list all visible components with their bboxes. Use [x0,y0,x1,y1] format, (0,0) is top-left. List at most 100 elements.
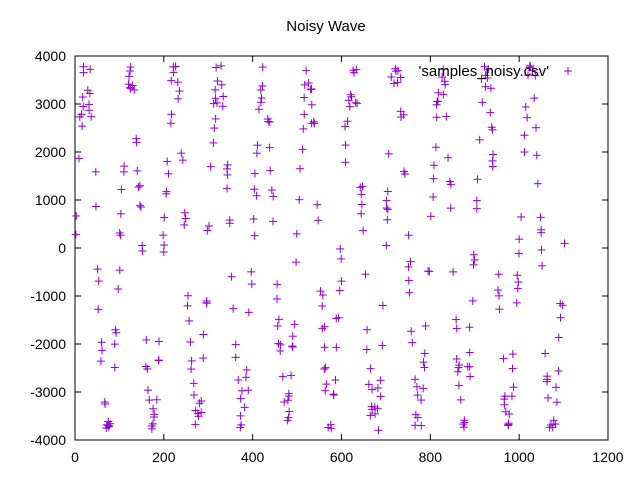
data-point [209,138,218,147]
data-point [79,102,88,111]
data-point [187,365,196,374]
data-point [296,164,305,173]
data-point [405,288,414,297]
data-point [223,184,232,193]
data-point [469,260,478,269]
scatter-series [71,61,569,435]
data-point [234,376,243,385]
data-point [218,102,227,111]
data-point [163,157,172,166]
data-point [538,261,547,270]
data-point [488,162,497,171]
data-point [362,345,371,354]
data-point [174,94,183,103]
data-point [159,231,168,240]
data-point [78,93,87,102]
data-point [417,396,426,405]
data-point [413,391,422,400]
data-point [313,200,322,209]
y-tick-label: -1000 [30,288,66,304]
data-point [337,277,346,286]
y-tick-label: 4000 [35,48,66,64]
data-point [499,354,508,363]
data-point [110,363,119,372]
data-point [78,122,87,131]
data-point [456,395,465,404]
data-point [404,231,413,240]
data-point [134,183,143,192]
data-point [274,315,283,324]
data-point [278,372,287,381]
data-point [421,321,430,330]
data-point [477,74,486,83]
data-point [346,90,355,99]
data-point [356,183,365,192]
data-point [253,141,262,150]
data-point [211,94,220,103]
data-point [366,364,375,373]
y-tick-label: -3000 [30,384,66,400]
axes: 0 200 400 600 800 1000 1200 -4000 -3000 -2000 -100… [30,48,624,465]
data-point [363,325,372,334]
data-point [132,134,141,143]
data-point [100,398,109,407]
data-point [180,220,189,229]
data-point [83,86,92,95]
data-point [419,384,428,393]
data-point [236,411,245,420]
data-point [217,61,226,70]
data-point [162,187,171,196]
data-point [180,208,189,217]
plot-frame [74,55,609,441]
data-point [318,291,327,300]
data-point [554,333,563,342]
data-point [442,112,451,121]
data-point [430,161,439,170]
data-point [345,102,354,111]
x-tick-label: 0 [71,449,79,465]
data-point [143,386,152,395]
data-point [396,73,405,82]
data-point [135,201,144,210]
data-point [472,204,481,213]
legend-label: 'samples_noisy.csv' [419,63,550,80]
data-point [552,398,561,407]
data-point [438,73,447,82]
data-point [126,63,135,72]
data-point [249,215,258,224]
data-point [211,85,220,94]
data-point [420,363,429,372]
data-point [439,90,448,99]
data-point [327,424,336,433]
data-point [154,337,163,346]
data-point [258,63,267,72]
data-point [321,363,330,372]
data-point [93,265,102,274]
data-point [309,117,318,126]
data-point [225,216,234,225]
data-point [167,76,176,85]
data-point [274,339,283,348]
data-point [252,191,261,200]
data-point [292,229,301,238]
data-point [466,372,475,381]
data-point [368,385,377,394]
data-point [250,185,259,194]
data-point [167,110,176,119]
data-point [265,143,274,152]
data-point [237,386,246,395]
data-point [94,305,103,314]
data-point [494,270,503,279]
data-point [343,117,352,126]
data-point [206,162,215,171]
data-point [350,68,359,77]
data-point [304,79,313,88]
data-point [376,376,385,385]
data-point [357,209,366,218]
data-point [514,278,523,287]
data-point [227,272,236,281]
data-point [537,245,546,254]
data-point [384,149,393,158]
data-point [154,356,163,365]
data-point [257,94,266,103]
